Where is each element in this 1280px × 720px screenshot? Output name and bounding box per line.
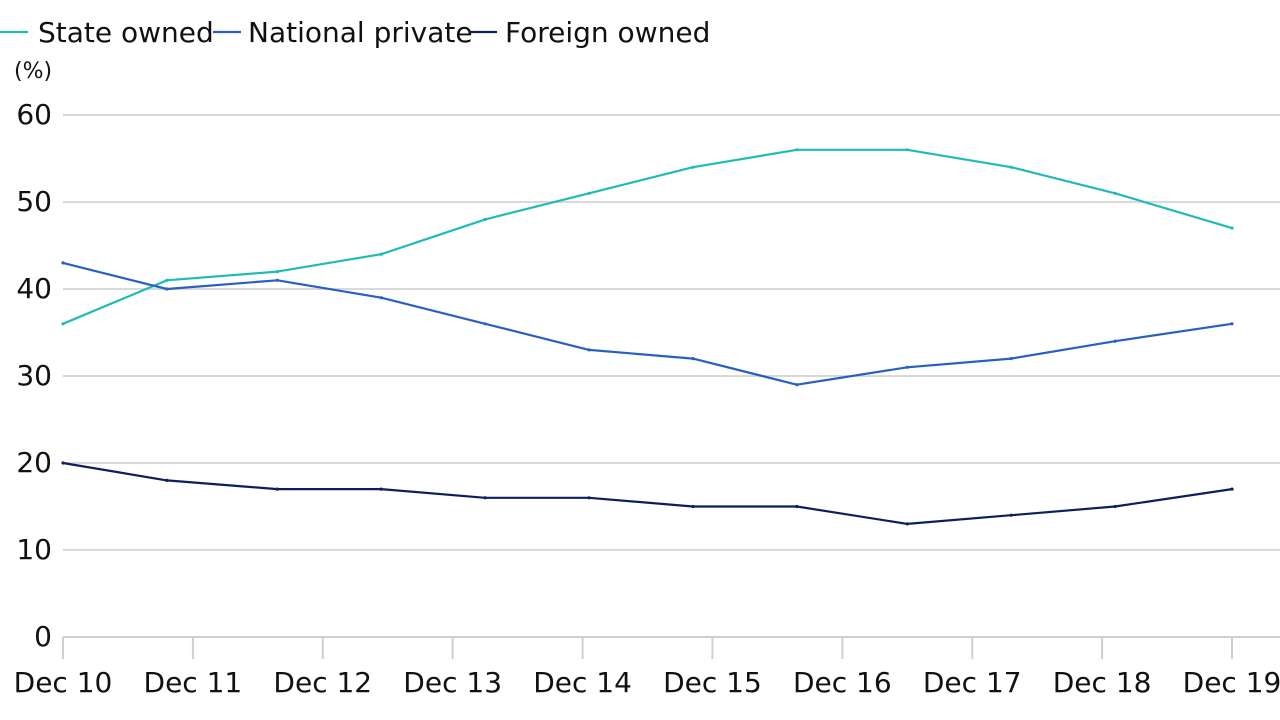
- series-line-national-private: [61, 261, 1234, 386]
- data-point: [275, 278, 279, 282]
- y-tick-label: 10: [16, 533, 52, 566]
- x-tick-label: Dec 14: [533, 666, 632, 699]
- data-point: [587, 191, 591, 195]
- legend: State owned National private Foreign owned: [0, 16, 710, 49]
- data-point: [165, 478, 169, 482]
- legend-label: State owned: [38, 16, 214, 49]
- data-point: [483, 217, 487, 221]
- series-line-foreign-owned: [61, 461, 1234, 526]
- data-point: [905, 522, 909, 526]
- x-tick-label: Dec 13: [403, 666, 502, 699]
- data-point: [691, 504, 695, 509]
- data-point: [1113, 504, 1117, 509]
- series-layer: [61, 148, 1234, 526]
- data-point: [1113, 191, 1117, 195]
- data-point: [795, 504, 799, 509]
- x-tick-label: Dec 10: [14, 666, 113, 699]
- data-point: [1230, 226, 1234, 230]
- data-point: [1113, 339, 1117, 343]
- data-point: [691, 165, 695, 169]
- x-tick-label: Dec 12: [273, 666, 372, 699]
- data-point: [795, 383, 799, 387]
- grid-layer: [63, 114, 1280, 551]
- legend-label: National private: [248, 16, 473, 49]
- data-point: [61, 261, 65, 265]
- y-tick-label: 60: [16, 98, 52, 131]
- legend-item: National private: [213, 16, 473, 49]
- data-point: [483, 322, 487, 326]
- data-point: [379, 252, 383, 256]
- data-point: [795, 148, 799, 152]
- data-point: [1230, 322, 1234, 326]
- data-point: [379, 296, 383, 300]
- legend-item: Foreign owned: [469, 16, 710, 49]
- data-point: [1230, 487, 1234, 491]
- x-tick-label: Dec 17: [923, 666, 1022, 699]
- data-point: [275, 487, 279, 491]
- data-point: [1009, 513, 1013, 517]
- data-point: [1009, 357, 1013, 361]
- x-tick-label: Dec 16: [793, 666, 892, 699]
- legend-item: State owned: [0, 16, 214, 49]
- x-tick-label: Dec 11: [144, 666, 243, 699]
- y-tick-label: 30: [16, 359, 52, 392]
- data-point: [905, 148, 909, 152]
- y-tick-label: 50: [16, 185, 52, 218]
- x-tick-label: Dec 18: [1053, 666, 1152, 699]
- data-point: [61, 461, 65, 465]
- y-tick-label: 20: [16, 446, 52, 479]
- data-point: [165, 278, 169, 282]
- data-point: [587, 348, 591, 352]
- data-point: [1009, 165, 1013, 169]
- data-point: [275, 270, 279, 274]
- axis-layer: 0 10 20 30 40 50 60 Dec 10 Dec 11 Dec 12 Dec 13 Dec…: [14, 98, 1280, 699]
- legend-label: Foreign owned: [505, 16, 710, 49]
- data-point: [587, 496, 591, 500]
- data-point: [379, 487, 383, 491]
- y-tick-label: 40: [16, 272, 52, 305]
- data-point: [61, 322, 65, 326]
- y-axis-unit-label: (%): [14, 59, 52, 84]
- data-point: [691, 357, 695, 361]
- series-line-state-owned: [61, 148, 1234, 325]
- data-point: [165, 287, 169, 291]
- x-tick-label: Dec 15: [663, 666, 762, 699]
- x-tick-label: Dec 19: [1183, 666, 1280, 699]
- y-tick-label: 0: [34, 620, 52, 653]
- data-point: [905, 365, 909, 369]
- data-point: [483, 496, 487, 500]
